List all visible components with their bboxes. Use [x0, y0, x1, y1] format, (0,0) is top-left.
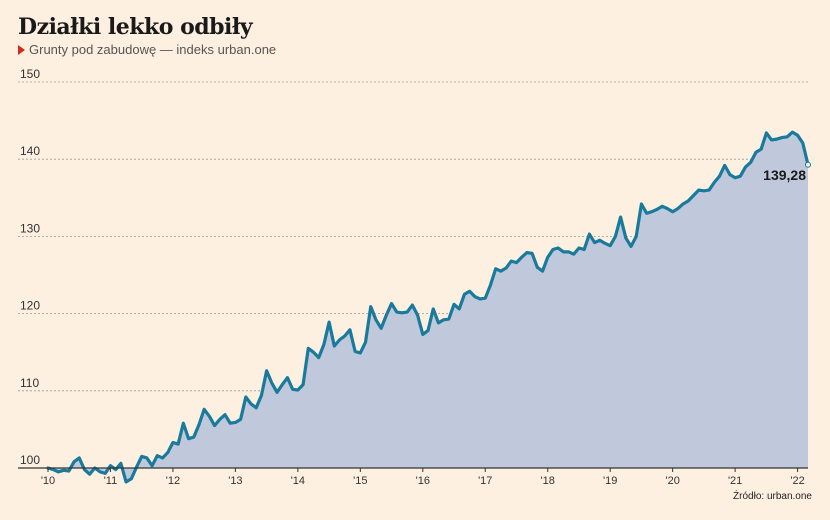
y-tick-label: 100 [20, 453, 40, 467]
y-axis-ticks: 100 110 120 130 140 150 [20, 67, 40, 467]
x-tick-label: '11 [104, 475, 118, 487]
x-tick-label: '18 [541, 475, 555, 487]
x-tick-label: '21 [728, 475, 742, 487]
last-value-label: 139,28 [763, 167, 806, 183]
x-tick-label: '20 [665, 475, 679, 487]
series-area [48, 132, 808, 482]
chart-subtitle: Grunty pod zabudowę — indeks urban.one [18, 42, 276, 57]
series-line [46, 130, 810, 484]
x-axis-ticks: '10 '11 '12 '13 '14 '15 '16 '17 '18 '19 '20 '21 '22 [41, 468, 805, 487]
y-tick-label: 150 [20, 67, 40, 81]
x-tick-label: '19 [603, 475, 617, 487]
source-note: Źródło: urban.one [733, 491, 812, 502]
subtitle-text: Grunty pod zabudowę — indeks urban.one [29, 42, 277, 57]
series-marker-icon [18, 44, 25, 55]
x-tick-label: '22 [790, 475, 804, 487]
y-tick-label: 110 [20, 376, 39, 390]
y-tick-label: 120 [20, 299, 40, 313]
x-tick-label: '14 [291, 475, 305, 487]
x-tick-label: '17 [478, 475, 492, 487]
last-value-marker [805, 161, 811, 168]
x-tick-label: '13 [228, 475, 242, 487]
y-tick-label: 130 [20, 221, 40, 235]
chart-title: Działki lekko odbiły [18, 14, 253, 40]
x-tick-label: '10 [41, 475, 55, 487]
y-tick-label: 140 [20, 144, 40, 158]
x-tick-label: '12 [166, 475, 180, 487]
x-tick-label: '15 [353, 475, 367, 487]
x-tick-label: '16 [416, 475, 430, 487]
